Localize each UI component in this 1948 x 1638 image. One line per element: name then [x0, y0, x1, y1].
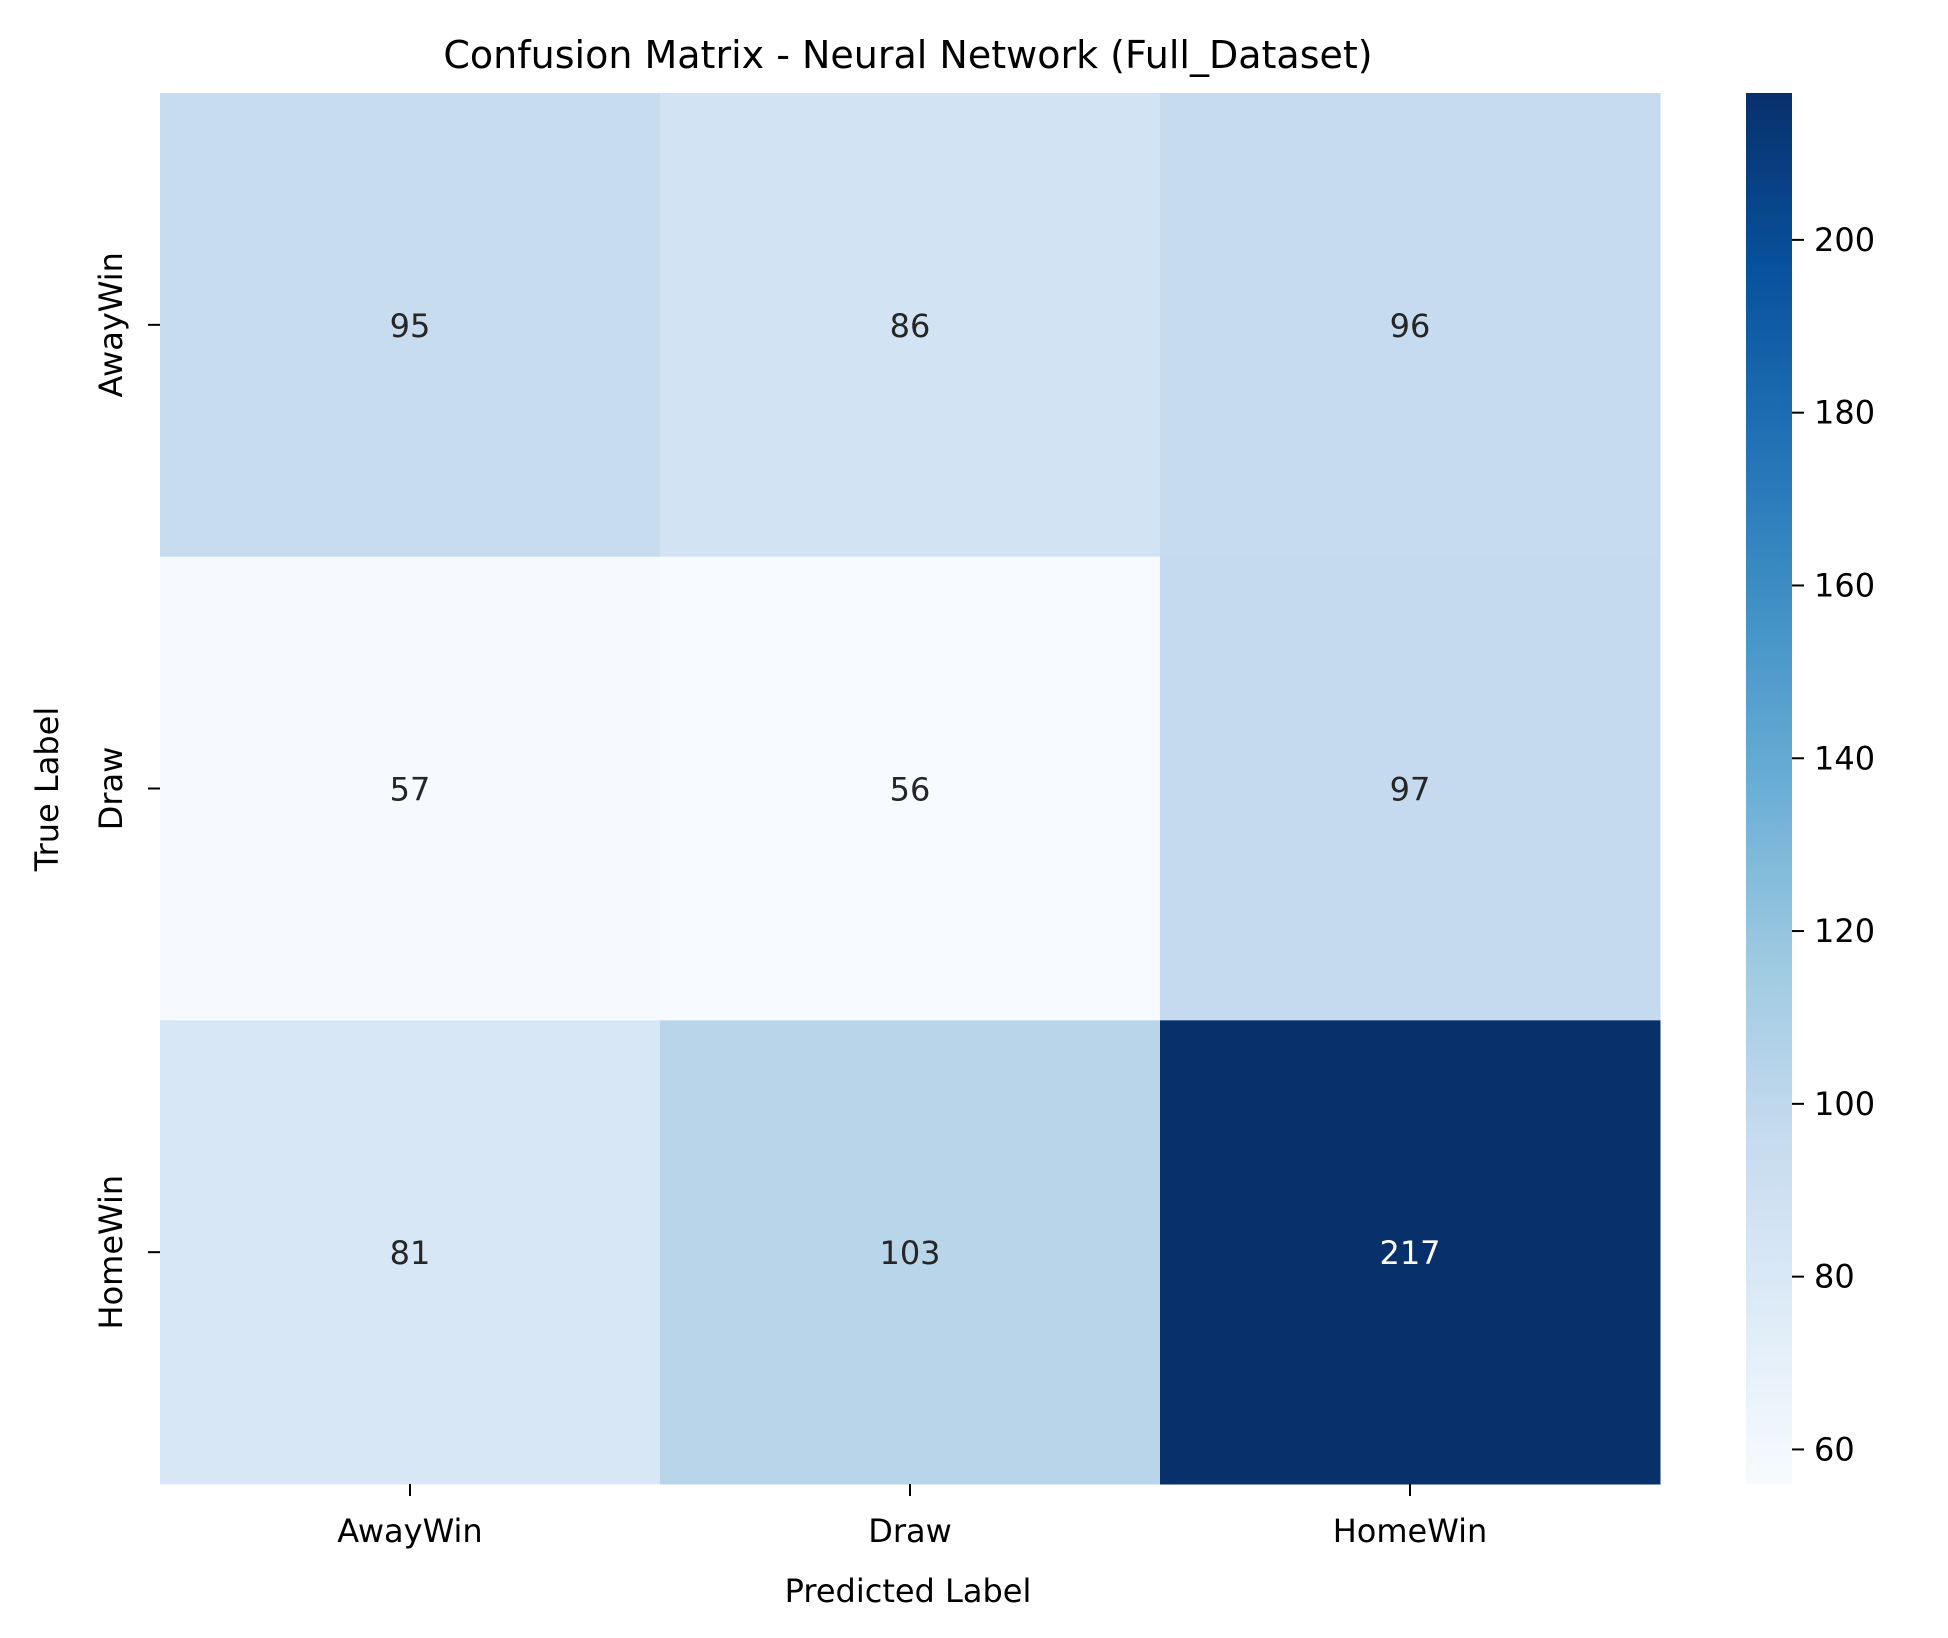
x-tick-label: Draw: [868, 1512, 952, 1550]
cell-value-label: 56: [890, 771, 931, 809]
heatmap-cell: [660, 93, 1161, 558]
x-tick-label: HomeWin: [1333, 1512, 1488, 1550]
chart-title: Confusion Matrix - Neural Network (Full_…: [443, 33, 1372, 77]
cell-value-label: 217: [1379, 1234, 1440, 1272]
heatmap-cell: [660, 1020, 1161, 1485]
colorbar-tick-label: 60: [1814, 1430, 1855, 1468]
heatmap-cell: [1160, 556, 1661, 1021]
heatmap-cell: [660, 556, 1161, 1021]
y-tick-label: HomeWin: [92, 1175, 130, 1330]
colorbar-tick-label: 180: [1814, 394, 1875, 432]
y-axis: AwayWin Draw HomeWin: [92, 252, 160, 1329]
cell-value-label: 86: [890, 307, 931, 345]
x-axis-label: Predicted Label: [785, 1572, 1032, 1610]
colorbar-tick-label: 140: [1814, 739, 1875, 777]
cell-value-label: 81: [390, 1234, 431, 1272]
colorbar-tick-label: 160: [1814, 566, 1875, 604]
colorbar-tick-label: 80: [1814, 1258, 1855, 1296]
x-tick-label: AwayWin: [337, 1512, 482, 1550]
cell-value-label: 96: [1390, 307, 1431, 345]
cell-value-label: 97: [1390, 771, 1431, 809]
colorbar-gradient: [1746, 93, 1792, 1484]
heatmap-cell: [1160, 93, 1661, 558]
colorbar-tick-label: 120: [1814, 912, 1875, 950]
cell-value-label: 95: [390, 307, 431, 345]
cell-value-label: 57: [390, 771, 431, 809]
cell-value-label: 103: [879, 1234, 940, 1272]
colorbar-tick-label: 100: [1814, 1085, 1875, 1123]
colorbar: 60 80 100 120 140 160 180 200: [1746, 93, 1875, 1484]
y-tick-label: AwayWin: [92, 252, 130, 397]
heatmap-cell: [1160, 1020, 1661, 1485]
heatmap-cell: [160, 93, 661, 558]
colorbar-tick-label: 200: [1814, 221, 1875, 259]
heatmap-cell: [160, 556, 661, 1021]
heatmap-cell: [160, 1020, 661, 1485]
y-axis-label: True Label: [28, 707, 66, 872]
cell-value-labels: 95 86 96 57 56 97 81 103 217: [390, 307, 1441, 1272]
y-tick-label: Draw: [92, 747, 130, 831]
x-axis: AwayWin Draw HomeWin: [337, 1484, 1487, 1550]
heatmap-cells: [160, 93, 1661, 1485]
